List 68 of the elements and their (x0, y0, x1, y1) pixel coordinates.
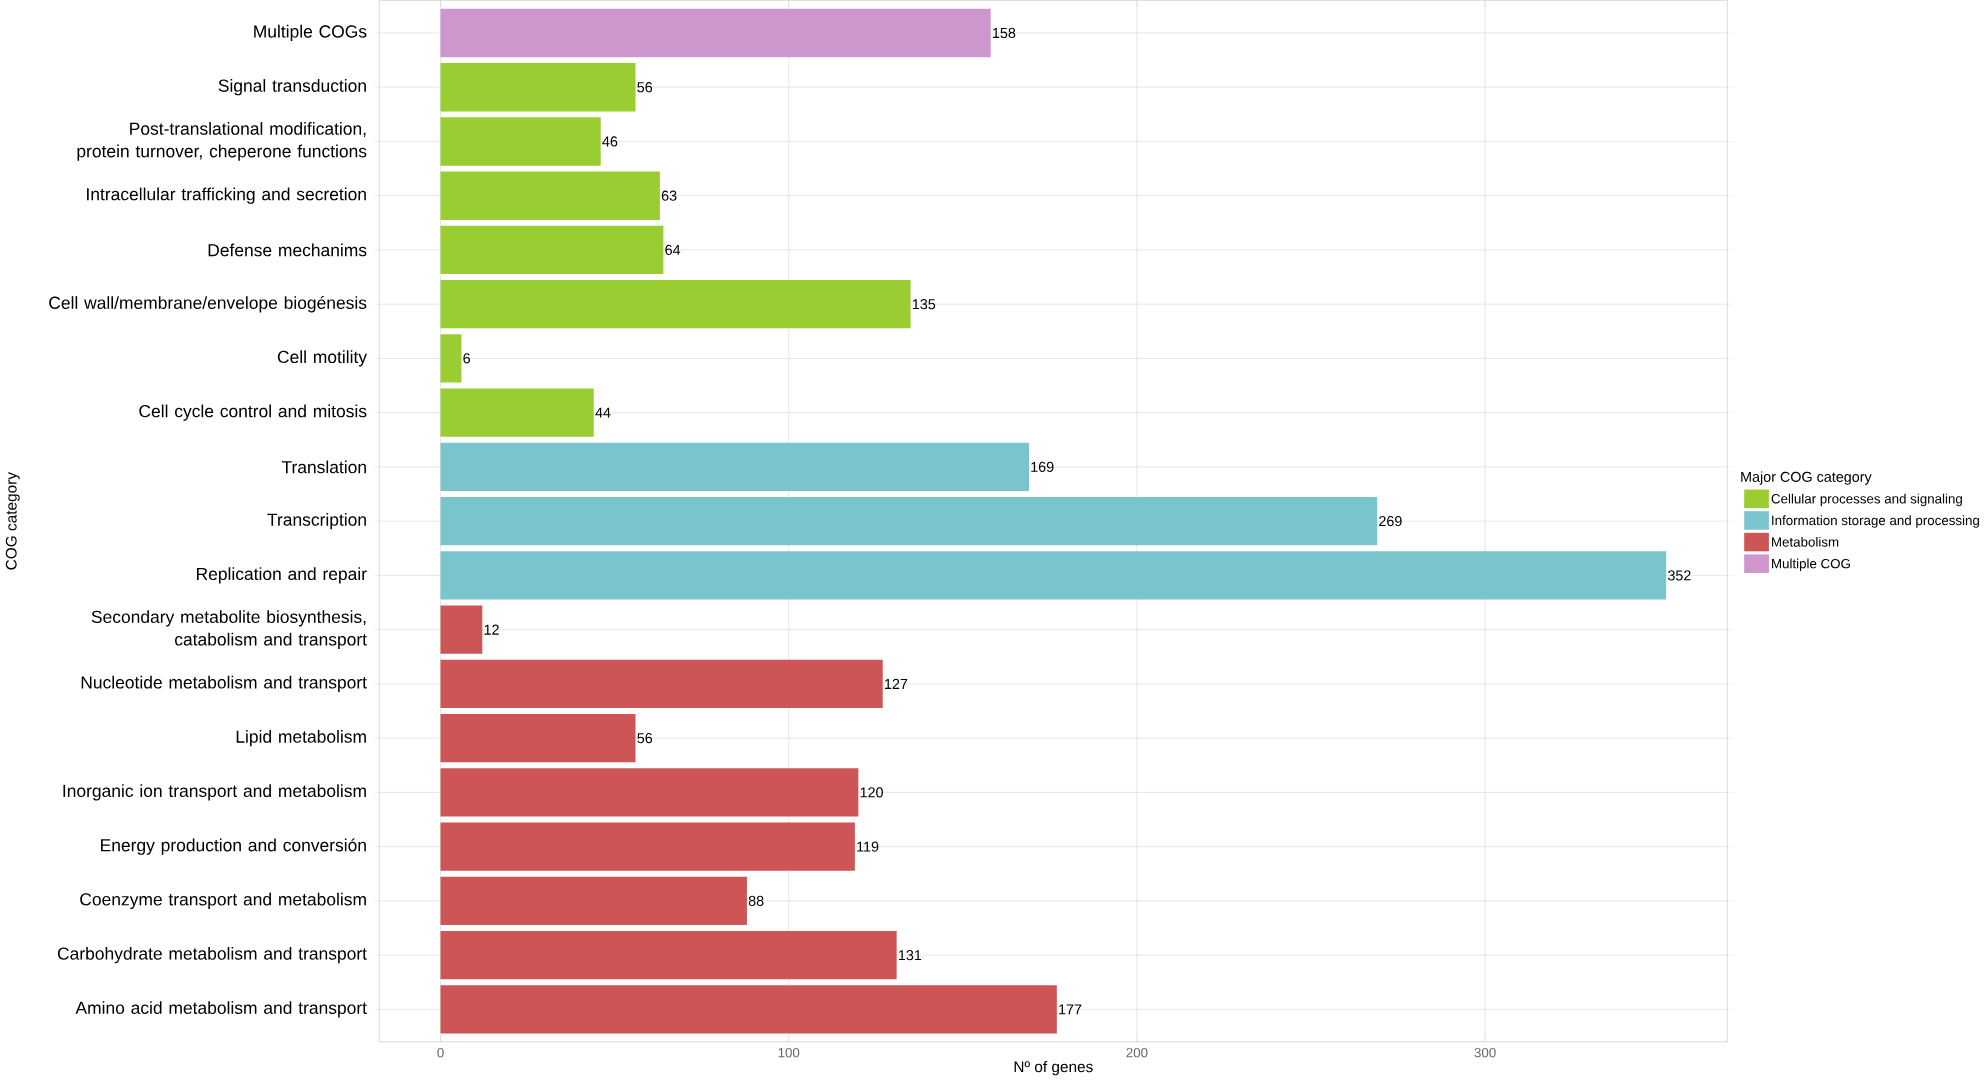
data-label: 56 (637, 82, 653, 93)
y-axis-title: COG category (5, 472, 20, 570)
y-tick-label: Multiple COGs (254, 24, 367, 42)
y-tick-label: Cell motility (277, 350, 367, 367)
bar (440, 442, 1029, 492)
y-tick-label: Energy production and conversión (101, 838, 366, 855)
y-tick-label: Post-translational modification, protein turnover, cheperone functions (77, 122, 367, 161)
x-tick-label: 100 (778, 1047, 800, 1058)
bar (440, 985, 1057, 1034)
y-tick-label: Amino acid metabolism and transport (75, 1001, 367, 1018)
data-label: 169 (1031, 461, 1054, 472)
data-label: 352 (1667, 570, 1691, 581)
data-label: 127 (885, 678, 908, 689)
data-label: 44 (595, 407, 611, 418)
legend-title: Major COG category (1741, 471, 1872, 485)
data-label: 158 (993, 27, 1016, 39)
data-label: 119 (857, 841, 879, 852)
legend-label: Metabolism (1772, 536, 1839, 547)
y-tick-label: Inorganic ion transport and metabolism (63, 784, 366, 801)
data-label: 177 (1059, 1004, 1082, 1015)
bar (440, 822, 855, 871)
legend-label: Information storage and processing (1772, 515, 1979, 528)
y-tick-label: Cell cycle control and mitosis (139, 404, 367, 421)
bar (440, 605, 483, 654)
bar (440, 279, 911, 329)
bar (440, 171, 660, 220)
bar (440, 930, 897, 980)
x-tick-label: 300 (1474, 1047, 1496, 1058)
y-tick-label: Secondary metabolite biosynthesis, catabolism and transport (91, 610, 367, 650)
bar (440, 768, 859, 817)
bar (440, 713, 636, 763)
bar (440, 551, 1667, 600)
bar (440, 876, 747, 926)
data-label: 269 (1379, 516, 1402, 527)
data-label: 12 (484, 624, 499, 635)
y-tick-label: Coenzyme transport and metabolism (80, 892, 366, 909)
data-label: 63 (661, 190, 677, 201)
bar (440, 8, 991, 58)
legend-label: Multiple COG (1772, 558, 1850, 571)
x-axis-title: Nº of genes (1014, 1060, 1093, 1076)
bar (440, 334, 462, 383)
data-label: 135 (912, 299, 936, 310)
y-tick-label: Cell wall/membrane/envelope biogénesis (49, 295, 367, 313)
y-tick-label: Signal transduction (218, 79, 366, 96)
bar (440, 117, 601, 166)
x-tick-label: 200 (1126, 1047, 1148, 1058)
y-tick-label: Translation (281, 460, 366, 474)
y-tick-label: Carbohydrate metabolism and transport (57, 946, 367, 964)
y-tick-label: Replication and repair (196, 567, 367, 584)
bar (440, 225, 664, 275)
data-label: 88 (748, 895, 764, 906)
bar (440, 63, 636, 112)
bar (440, 659, 883, 709)
y-tick-label: Nucleotide metabolism and transport (81, 675, 367, 692)
y-tick-label: Lipid metabolism (236, 729, 366, 747)
bar (440, 388, 594, 437)
bar (440, 496, 1378, 546)
data-label: 64 (665, 244, 681, 255)
y-tick-label: Transcription (267, 513, 366, 530)
x-tick-label: 0 (437, 1047, 444, 1058)
y-tick-label: Intracellular trafficking and secretion (87, 187, 366, 204)
y-tick-label: Defense mechanims (208, 243, 367, 257)
data-label: 120 (860, 787, 883, 798)
legend-label: Cellular processes and signaling (1771, 493, 1962, 507)
data-label: 131 (898, 949, 922, 961)
data-label: 6 (463, 353, 470, 364)
data-label: 46 (602, 136, 618, 147)
data-label: 56 (637, 733, 653, 744)
